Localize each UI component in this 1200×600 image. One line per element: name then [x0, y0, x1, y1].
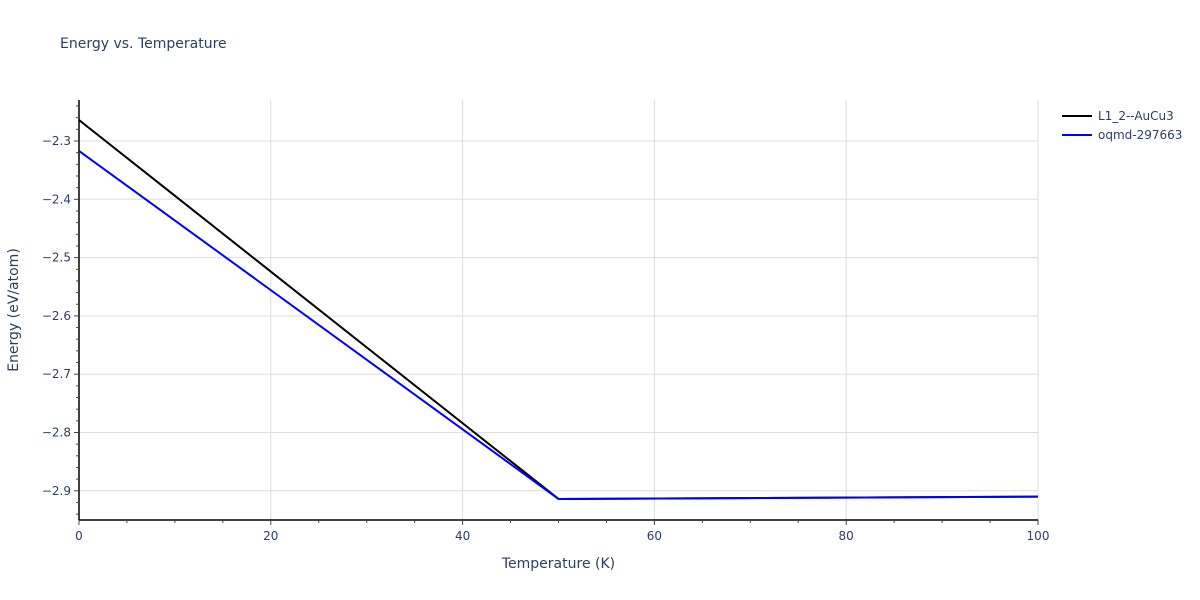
y-axis-title: Energy (eV/atom): [6, 248, 22, 372]
series-line[interactable]: [78, 119, 1039, 500]
legend-swatch-icon: [1062, 133, 1092, 136]
legend-label: oqmd-297663: [1098, 127, 1183, 142]
x-tick-label: 20: [263, 529, 278, 543]
legend: L1_2--AuCu3 oqmd-297663: [1062, 106, 1182, 144]
x-tick-label: 0: [75, 529, 83, 543]
x-tick-label: 100: [1027, 529, 1050, 543]
y-tick-label: −2.8: [42, 426, 71, 440]
x-axis-title: Temperature (K): [501, 556, 615, 572]
y-tick-label: −2.3: [42, 134, 71, 148]
x-tick-label: 60: [647, 529, 662, 543]
y-tick-label: −2.9: [42, 484, 71, 498]
y-tick-label: −2.4: [42, 192, 71, 206]
series-line[interactable]: [78, 150, 1039, 500]
chart-title: Energy vs. Temperature: [60, 36, 227, 52]
y-tick-label: −2.5: [42, 251, 71, 265]
y-tick-label: −2.7: [42, 367, 71, 381]
x-tick-label: 40: [455, 529, 470, 543]
legend-item[interactable]: oqmd-297663: [1062, 125, 1182, 144]
legend-swatch-icon: [1062, 114, 1092, 117]
legend-item[interactable]: L1_2--AuCu3: [1062, 106, 1182, 125]
y-tick-label: −2.6: [42, 309, 71, 323]
x-tick-label: 80: [839, 529, 854, 543]
legend-label: L1_2--AuCu3: [1098, 108, 1174, 123]
